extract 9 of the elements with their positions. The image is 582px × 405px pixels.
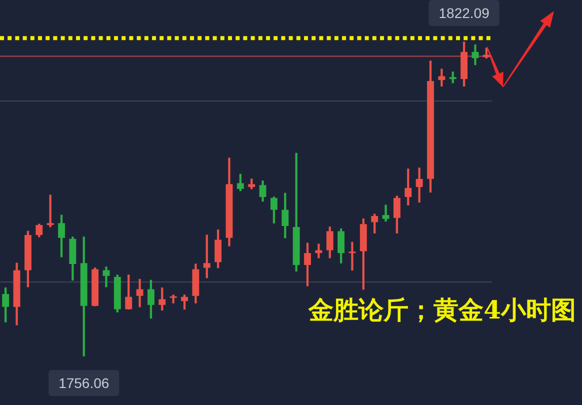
candlestick [46, 194, 54, 228]
candlestick [348, 242, 356, 271]
annotation: 1756.06 [58, 374, 110, 391]
candlestick [170, 294, 177, 304]
candlestick [438, 68, 446, 87]
annotation: 金胜论斤；黄金4小时图 [308, 296, 576, 324]
annotation: 1822.09 [438, 4, 490, 21]
candlestick [315, 244, 322, 258]
candlestick [382, 204, 390, 222]
